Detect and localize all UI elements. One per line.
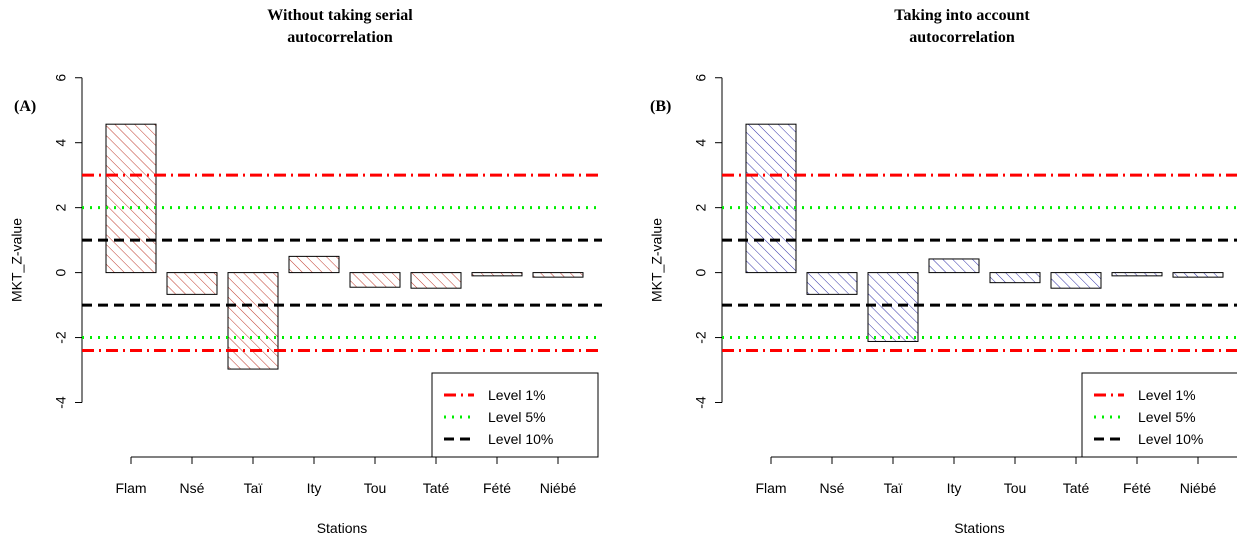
panel-label: (A): [14, 98, 36, 115]
y-tick-label: 6: [53, 74, 69, 82]
bar-fété: [1111, 272, 1163, 277]
chart-title: Taking into account: [894, 7, 1030, 24]
bar-flam: [105, 123, 157, 274]
x-tick-label: Niébé: [1180, 480, 1217, 496]
chart-title: Without taking serial: [267, 7, 413, 24]
legend-box: [431, 372, 599, 458]
x-tick-label: Tou: [364, 480, 387, 496]
y-tick-label: 4: [693, 139, 709, 147]
y-axis-label: MKT_Z-value: [9, 218, 25, 302]
bar-flam: [745, 123, 797, 274]
x-tick-label: Nsé: [820, 480, 845, 496]
bar-nsé: [806, 272, 858, 295]
x-tick-label: Taï: [884, 480, 903, 496]
x-tick-label: Nsé: [180, 480, 205, 496]
bar-nsé: [166, 272, 218, 295]
bar-taï: [227, 272, 279, 370]
y-tick-label: 2: [53, 204, 69, 212]
x-axis-label: Stations: [954, 520, 1005, 536]
x-tick-label: Flam: [755, 480, 786, 496]
x-tick-label: Niébé: [540, 480, 577, 496]
bar-ity: [928, 258, 980, 274]
y-tick-label: 2: [693, 204, 709, 212]
y-tick-label: -4: [53, 396, 69, 409]
x-tick-label: Tou: [1004, 480, 1027, 496]
bar-taté: [1050, 272, 1102, 289]
x-tick-label: Fété: [1123, 480, 1151, 496]
legend-box: [1081, 372, 1237, 458]
x-tick-label: Taté: [423, 480, 450, 496]
y-tick-label: 0: [693, 269, 709, 277]
y-tick-label: 4: [53, 139, 69, 147]
bar-taï: [867, 272, 919, 342]
x-tick-label: Ity: [947, 480, 962, 496]
legend-label: Level 1%: [1138, 387, 1196, 403]
bar-tou: [349, 272, 401, 288]
y-tick-label: 0: [53, 269, 69, 277]
legend-label: Level 10%: [1138, 431, 1203, 447]
y-axis-label: MKT_Z-value: [649, 218, 665, 302]
y-tick-label: -4: [693, 396, 709, 409]
x-tick-label: Flam: [115, 480, 146, 496]
x-axis-label: Stations: [317, 520, 368, 536]
y-tick-label: 6: [693, 74, 709, 82]
legend: Level 1% Level 5% Level 10%: [431, 372, 599, 458]
chart-title: autocorrelation: [909, 29, 1015, 46]
x-tick-label: Taté: [1063, 480, 1090, 496]
bar-fété: [471, 272, 523, 277]
legend-label: Level 5%: [488, 409, 546, 425]
x-tick-label: Taï: [244, 480, 263, 496]
bar-taté: [410, 272, 462, 289]
y-tick-label: -2: [53, 331, 69, 344]
y-tick-label: -2: [693, 331, 709, 344]
bar-ity: [288, 255, 340, 274]
chart-panel-a: Without taking serial autocorrelation (A) -…: [9, 7, 602, 536]
legend-label: Level 1%: [488, 387, 546, 403]
chart-title: autocorrelation: [287, 29, 393, 46]
panel-label: (B): [650, 98, 671, 115]
legend-label: Level 10%: [488, 431, 553, 447]
x-tick-label: Ity: [307, 480, 322, 496]
x-tick-label: Fété: [483, 480, 511, 496]
legend: Level 1% Level 5% Level 10%: [1081, 372, 1237, 458]
legend-label: Level 5%: [1138, 409, 1196, 425]
bar-tou: [989, 272, 1041, 284]
bar-niébé: [532, 272, 584, 278]
chart-panel-b: Taking into account autocorrelation (B) -4 -…: [649, 7, 1237, 536]
bar-niébé: [1172, 272, 1224, 278]
